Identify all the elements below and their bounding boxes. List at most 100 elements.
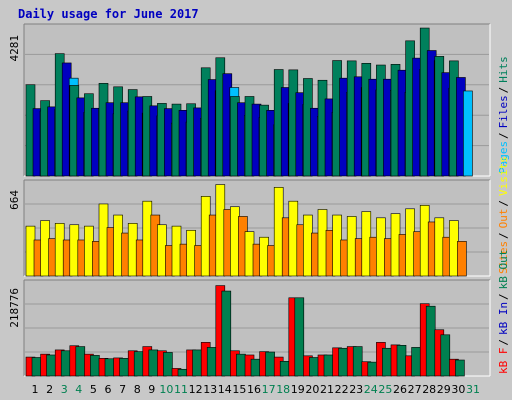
bar-visits-day-1: [25, 225, 36, 277]
legend-label-1: kB In: [497, 302, 510, 335]
bar-kb-out-day-5: [90, 355, 100, 377]
bar-visits-day-7: [113, 214, 123, 277]
bar-visits-day-16: [244, 231, 255, 277]
bar-visits-day-12: [186, 229, 196, 277]
bar-visits-day-18: [273, 187, 284, 277]
legend-label-1: Out: [497, 209, 510, 229]
day-label-8: 8: [134, 383, 141, 396]
bar-sites-day-30: [457, 241, 467, 277]
bar-kb-out-day-15: [236, 353, 246, 377]
day-label-3: 3: [61, 383, 68, 396]
bar-visits-day-11: [171, 225, 182, 277]
bar-visits-day-10: [157, 224, 167, 277]
bar-visits-day-25: [376, 217, 386, 277]
bar-kb-out-day-14: [221, 290, 232, 377]
bar-visits-day-19: [288, 200, 299, 277]
bar-kb-out-day-16: [250, 358, 261, 377]
bar-kb-out-day-17: [265, 351, 275, 377]
bar-visits-day-6: [98, 203, 109, 277]
bar-kb-out-day-18: [279, 360, 290, 377]
day-label-31: 31: [466, 383, 480, 396]
y-max-label: 218776: [8, 288, 21, 328]
legend-label-0: Pages: [497, 141, 510, 174]
y-max-label: 4281: [8, 35, 21, 62]
bar-kb-out-day-22: [338, 347, 348, 377]
bar-kb-out-day-6: [104, 358, 115, 377]
legend-label-0: Sites: [497, 241, 510, 274]
bar-kb-out-day-23: [352, 346, 363, 377]
bar-kb-out-day-9: [148, 349, 159, 377]
bar-kb-out-day-1: [31, 357, 42, 377]
day-label-4: 4: [75, 383, 82, 396]
day-label-25: 25: [378, 383, 392, 396]
legend-separator: /: [497, 339, 510, 346]
bar-kb-out-day-19: [294, 297, 305, 377]
day-label-5: 5: [90, 383, 97, 396]
day-axis: 1 2 3 4 5 6 7 8 9 10 11 12 13 14 15 16 17 18 19 20 21 22 23 24 2…: [32, 383, 481, 396]
bar-visits-day-15: [230, 206, 240, 277]
bar-kb-out-day-8: [133, 351, 144, 377]
chart-title: Daily usage for June 2017: [18, 7, 199, 21]
bar-kb-out-day-12: [192, 349, 202, 377]
bar-kb-out-day-25: [382, 347, 392, 377]
legend-separator: /: [497, 200, 510, 207]
y-max-label: 664: [8, 190, 21, 210]
day-label-6: 6: [105, 383, 112, 396]
day-label-17: 17: [262, 383, 276, 396]
bar-kb-out-day-2: [46, 354, 56, 377]
day-label-29: 29: [437, 383, 451, 396]
bar-visits-day-8: [127, 223, 138, 277]
bar-kb-out-day-29: [440, 334, 451, 377]
bar-visits-day-29: [434, 217, 445, 277]
legend-separator: /: [497, 132, 510, 139]
bar-kb-out-day-27: [411, 347, 421, 377]
bar-visits-day-13: [200, 196, 211, 277]
bar-kb-out-day-20: [309, 357, 319, 377]
bar-kb-out-day-13: [206, 347, 217, 377]
day-label-22: 22: [335, 383, 349, 396]
day-label-15: 15: [232, 383, 246, 396]
bar-visits-day-24: [361, 211, 372, 277]
panel-visits-sites: 664 Sites / Out / Visits: [8, 156, 510, 277]
legend-label-2: Hits: [497, 56, 510, 83]
panel-kbytes: 218776 kB F / kB In / kB Out: [8, 250, 510, 377]
day-label-11: 11: [174, 383, 188, 396]
bar-kb-out-day-11: [177, 368, 188, 377]
bar-pages-day-30: [463, 90, 473, 177]
bar-kb-out-day-7: [119, 358, 129, 377]
day-label-7: 7: [119, 383, 126, 396]
day-label-26: 26: [393, 383, 407, 396]
bar-visits-day-21: [317, 209, 328, 277]
panels: 4281Pages/Files/Hits664Sites/Out/Visits2…: [8, 23, 510, 377]
bar-kb-out-day-26: [396, 345, 407, 377]
day-label-20: 20: [305, 383, 319, 396]
bar-visits-day-14: [215, 184, 226, 277]
legend-label-1: Files: [497, 95, 510, 128]
bar-kb-out-day-21: [323, 354, 334, 377]
bar-kb-out-day-10: [163, 352, 173, 377]
legend-separator: /: [497, 293, 510, 300]
legend-label-2: kB Out: [497, 250, 510, 290]
day-label-24: 24: [364, 383, 378, 396]
legend-label-2: Visits: [497, 156, 510, 196]
legend-separator: /: [497, 232, 510, 239]
day-label-9: 9: [148, 383, 155, 396]
legend-separator: /: [497, 87, 510, 94]
legend-label-0: kB F: [497, 348, 510, 375]
day-label-13: 13: [203, 383, 217, 396]
bar-kb-out-day-30: [455, 359, 465, 377]
bar-visits-day-4: [69, 224, 80, 277]
bar-visits-day-9: [142, 200, 153, 277]
day-label-16: 16: [247, 383, 261, 396]
day-label-10: 10: [159, 383, 173, 396]
day-label-1: 1: [32, 383, 39, 396]
bar-visits-day-28: [419, 205, 430, 277]
bar-visits-day-23: [346, 216, 357, 277]
day-label-19: 19: [291, 383, 305, 396]
bar-visits-day-22: [332, 214, 342, 277]
bar-visits-day-5: [84, 225, 94, 277]
bar-kb-out-day-3: [60, 350, 71, 377]
bar-visits-day-26: [390, 213, 401, 277]
